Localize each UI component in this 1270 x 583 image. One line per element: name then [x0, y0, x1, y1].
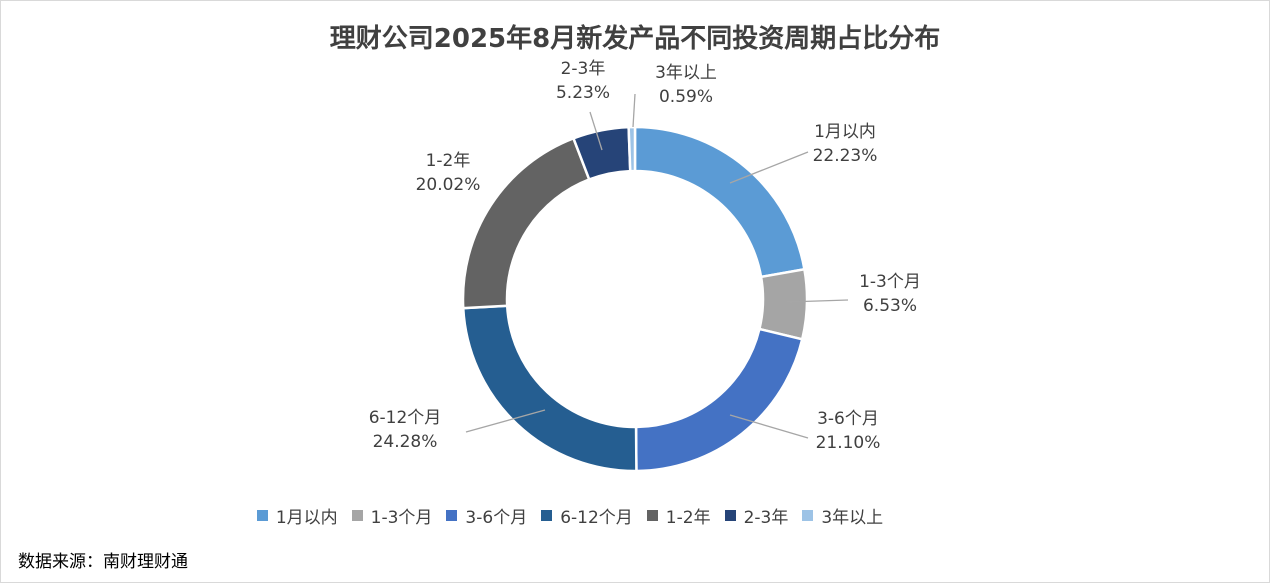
donut-slice-3	[634, 327, 804, 473]
legend-swatch-2	[351, 510, 363, 521]
legend-item-1: 1月以内	[256, 503, 338, 528]
legend: 1月以内 1-3个月 3-6个月 6-12个月 1-2年 2-3年 3年以上	[0, 503, 1140, 528]
leader-line-1	[729, 151, 809, 184]
legend-swatch-1	[256, 510, 268, 521]
donut-slice-5	[461, 136, 591, 310]
legend-label-5: 1-2年	[665, 508, 711, 528]
legend-swatch-7	[802, 510, 814, 521]
data-label-1: 1月以内 22.23%	[813, 122, 878, 166]
legend-swatch-4	[541, 510, 553, 521]
leader-line-2	[786, 299, 849, 303]
legend-label-2: 1-3个月	[370, 508, 433, 528]
data-label-4: 6-12个月 24.28%	[369, 408, 442, 452]
legend-item-3: 3-6个月	[446, 503, 527, 528]
legend-swatch-3	[446, 510, 458, 521]
legend-item-7: 3年以上	[802, 503, 883, 528]
legend-label-3: 3-6个月	[465, 508, 528, 528]
legend-label-6: 2-3年	[743, 508, 789, 528]
legend-item-4: 6-12个月	[541, 503, 633, 528]
leader-line-4	[465, 409, 546, 433]
leader-line-6	[589, 111, 603, 151]
chart-title: 理财公司2025年8月新发产品不同投资周期占比分布	[329, 24, 941, 54]
leader-line-3	[729, 414, 809, 439]
data-label-3: 3-6个月 21.10%	[816, 409, 881, 453]
legend-label-1: 1月以内	[275, 508, 338, 528]
legend-item-6: 2-3年	[724, 503, 789, 528]
leader-line-7	[632, 93, 636, 128]
data-label-5: 1-2年 20.02%	[416, 151, 481, 195]
source-note: 数据来源：南财理财通	[18, 552, 188, 572]
legend-item-5: 1-2年	[646, 503, 711, 528]
donut-slice-2	[757, 267, 809, 341]
legend-label-7: 3年以上	[821, 508, 884, 528]
data-label-2: 1-3个月 6.53%	[859, 272, 921, 316]
legend-label-4: 6-12个月	[560, 508, 633, 528]
legend-swatch-6	[724, 510, 736, 521]
donut-slice-4	[461, 304, 638, 473]
legend-swatch-5	[646, 510, 658, 521]
donut-slice-7	[627, 125, 637, 173]
data-label-7: 3年以上 0.59%	[655, 63, 717, 107]
donut-slice-1	[633, 125, 806, 279]
legend-item-2: 1-3个月	[351, 503, 433, 528]
data-label-6: 2-3年 5.23%	[556, 59, 610, 103]
